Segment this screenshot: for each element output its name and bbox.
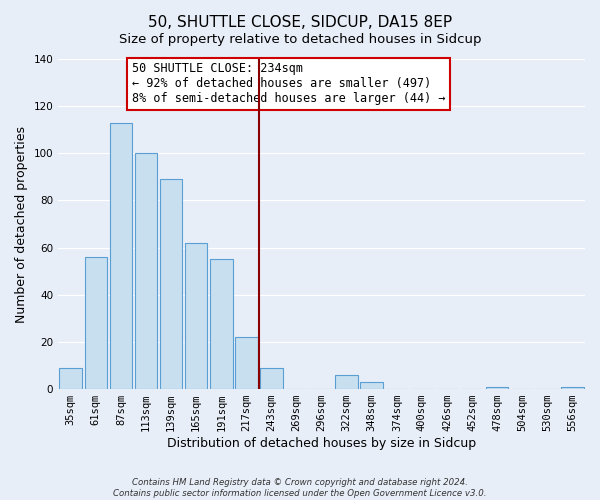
- X-axis label: Distribution of detached houses by size in Sidcup: Distribution of detached houses by size …: [167, 437, 476, 450]
- Text: 50, SHUTTLE CLOSE, SIDCUP, DA15 8EP: 50, SHUTTLE CLOSE, SIDCUP, DA15 8EP: [148, 15, 452, 30]
- Bar: [59, 368, 82, 389]
- Y-axis label: Number of detached properties: Number of detached properties: [15, 126, 28, 322]
- Bar: [235, 337, 257, 389]
- Text: Size of property relative to detached houses in Sidcup: Size of property relative to detached ho…: [119, 32, 481, 46]
- Bar: [210, 260, 233, 389]
- Bar: [486, 386, 508, 389]
- Text: Contains HM Land Registry data © Crown copyright and database right 2024.
Contai: Contains HM Land Registry data © Crown c…: [113, 478, 487, 498]
- Bar: [260, 368, 283, 389]
- Bar: [561, 386, 584, 389]
- Bar: [185, 243, 208, 389]
- Bar: [160, 179, 182, 389]
- Bar: [85, 257, 107, 389]
- Text: 50 SHUTTLE CLOSE: 234sqm
← 92% of detached houses are smaller (497)
8% of semi-d: 50 SHUTTLE CLOSE: 234sqm ← 92% of detach…: [132, 62, 445, 106]
- Bar: [110, 122, 132, 389]
- Bar: [335, 375, 358, 389]
- Bar: [361, 382, 383, 389]
- Bar: [134, 154, 157, 389]
